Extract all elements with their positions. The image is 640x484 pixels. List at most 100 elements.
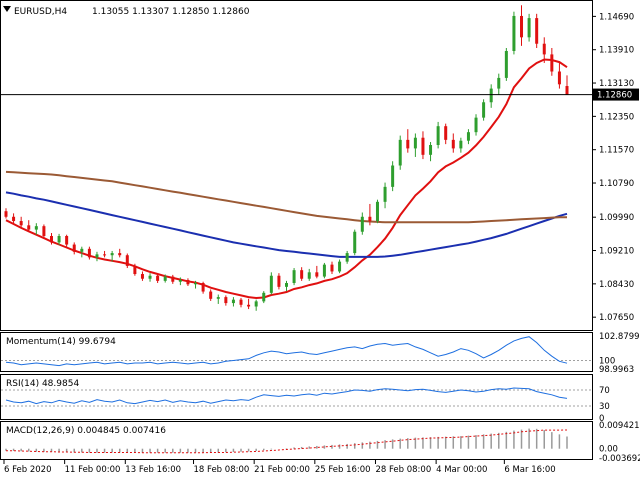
- candle-body: [72, 244, 76, 252]
- candle-body: [451, 139, 455, 149]
- candle-body: [262, 292, 266, 302]
- momentum-line: [5, 336, 568, 367]
- candle-body: [565, 86, 569, 95]
- rsi-tick-label: 0: [599, 414, 604, 424]
- moving-averages: [5, 58, 568, 300]
- candle-body: [95, 254, 99, 258]
- candle-body: [103, 254, 107, 256]
- candle-body: [148, 275, 152, 279]
- candle-body: [338, 261, 342, 272]
- candle-body: [224, 297, 228, 304]
- candle-body: [277, 275, 281, 287]
- candle-body: [398, 139, 402, 166]
- axes: 1.14690 1.13910 1.13130 1.12350 1.11570 1.107…: [1, 12, 639, 475]
- candle-body: [322, 264, 326, 277]
- candle-body: [482, 102, 486, 118]
- candle-body: [375, 201, 379, 222]
- time-tick-label: 6 Mar 16:00: [504, 465, 555, 475]
- candle-body: [421, 137, 425, 155]
- main-pane-border: [0, 0, 593, 331]
- candle-body: [110, 253, 114, 256]
- momentum-tick-label: 102.8799: [599, 332, 640, 342]
- momentum-tick-label: 100: [599, 356, 615, 366]
- candle-body: [231, 299, 235, 304]
- candle-body: [285, 283, 288, 287]
- candle-body: [65, 236, 69, 245]
- candle-body: [520, 15, 524, 38]
- price-tick-label: 1.08430: [599, 280, 634, 290]
- candle-body: [171, 276, 175, 282]
- candle-body: [436, 126, 440, 145]
- candle-body: [353, 231, 357, 254]
- candle-body: [292, 270, 296, 283]
- time-tick-label: 13 Feb 16:00: [125, 465, 181, 475]
- macd-label: MACD(12,26,9) 0.004845 0.007416: [6, 426, 166, 436]
- candle-body: [497, 77, 501, 89]
- macd-tick-label: -0.003692: [599, 454, 640, 464]
- candle-body: [345, 253, 349, 262]
- candle-body: [360, 216, 364, 232]
- time-tick-label: 4 Mar 00:00: [436, 465, 487, 475]
- price-tick-label: 1.14690: [599, 12, 634, 22]
- candle-body: [42, 226, 46, 236]
- candle-body: [269, 275, 273, 293]
- candle-body: [504, 50, 508, 78]
- price-tick-label: 1.09990: [599, 213, 634, 223]
- candle-body: [19, 221, 23, 226]
- triangle-down-icon[interactable]: [3, 6, 11, 12]
- price-tick-label: 1.13130: [599, 79, 634, 89]
- rsi-tick-label: 70: [599, 386, 610, 396]
- ohlc-readout: 1.13055 1.13307 1.12850 1.12860: [92, 7, 250, 17]
- candle-body: [87, 248, 91, 258]
- price-tick-label: 1.10790: [599, 179, 634, 189]
- ma-slow-line: [5, 170, 567, 224]
- candle-body: [315, 272, 319, 277]
- candle-body: [391, 165, 395, 187]
- candle-body: [118, 253, 122, 256]
- rsi-pane-border: [0, 374, 593, 420]
- candle-body: [194, 283, 198, 285]
- rsi-line: [5, 387, 568, 405]
- candle-body: [186, 280, 190, 285]
- candle-body: [368, 216, 372, 222]
- macd-signal-line: [6, 429, 568, 454]
- price-tick-label: 1.13910: [599, 46, 634, 56]
- candle-body: [557, 71, 561, 85]
- symbol-label: EURUSD,H4: [14, 7, 67, 17]
- candle-body: [27, 225, 31, 230]
- candle-body: [542, 43, 546, 55]
- momentum-pane-border: [0, 332, 593, 372]
- price-tick-label: 1.09210: [599, 247, 634, 257]
- candle-body: [201, 283, 205, 292]
- time-tick-label: 6 Feb 2020: [4, 465, 52, 475]
- candle-body: [49, 236, 53, 243]
- candle-body: [209, 291, 213, 299]
- macd-tick-label: 0.00: [599, 445, 618, 455]
- current-price-label: 1.12860: [597, 91, 632, 101]
- candle-body: [12, 216, 16, 222]
- candle-body: [550, 54, 554, 72]
- candle-body: [307, 272, 311, 279]
- candle-body: [512, 15, 516, 51]
- momentum-label: Momentum(14) 99.6794: [6, 337, 116, 347]
- candle-body: [474, 117, 478, 133]
- candle-body: [459, 140, 463, 149]
- candle-body: [163, 276, 167, 281]
- time-tick-label: 25 Feb 16:00: [315, 465, 371, 475]
- candle-body: [489, 88, 493, 103]
- candle-body: [413, 137, 417, 149]
- candle-body: [247, 304, 251, 307]
- candle-body: [140, 274, 144, 279]
- candle-body: [466, 132, 470, 141]
- candle-body: [330, 264, 334, 272]
- time-tick-label: 18 Feb 08:00: [194, 465, 250, 475]
- candle-body: [4, 211, 8, 217]
- price-tick-label: 1.12350: [599, 112, 634, 122]
- candle-body: [156, 275, 160, 281]
- candle-body: [429, 144, 433, 155]
- price-tick-label: 1.07650: [599, 313, 634, 323]
- rsi-tick-label: 30: [599, 402, 610, 412]
